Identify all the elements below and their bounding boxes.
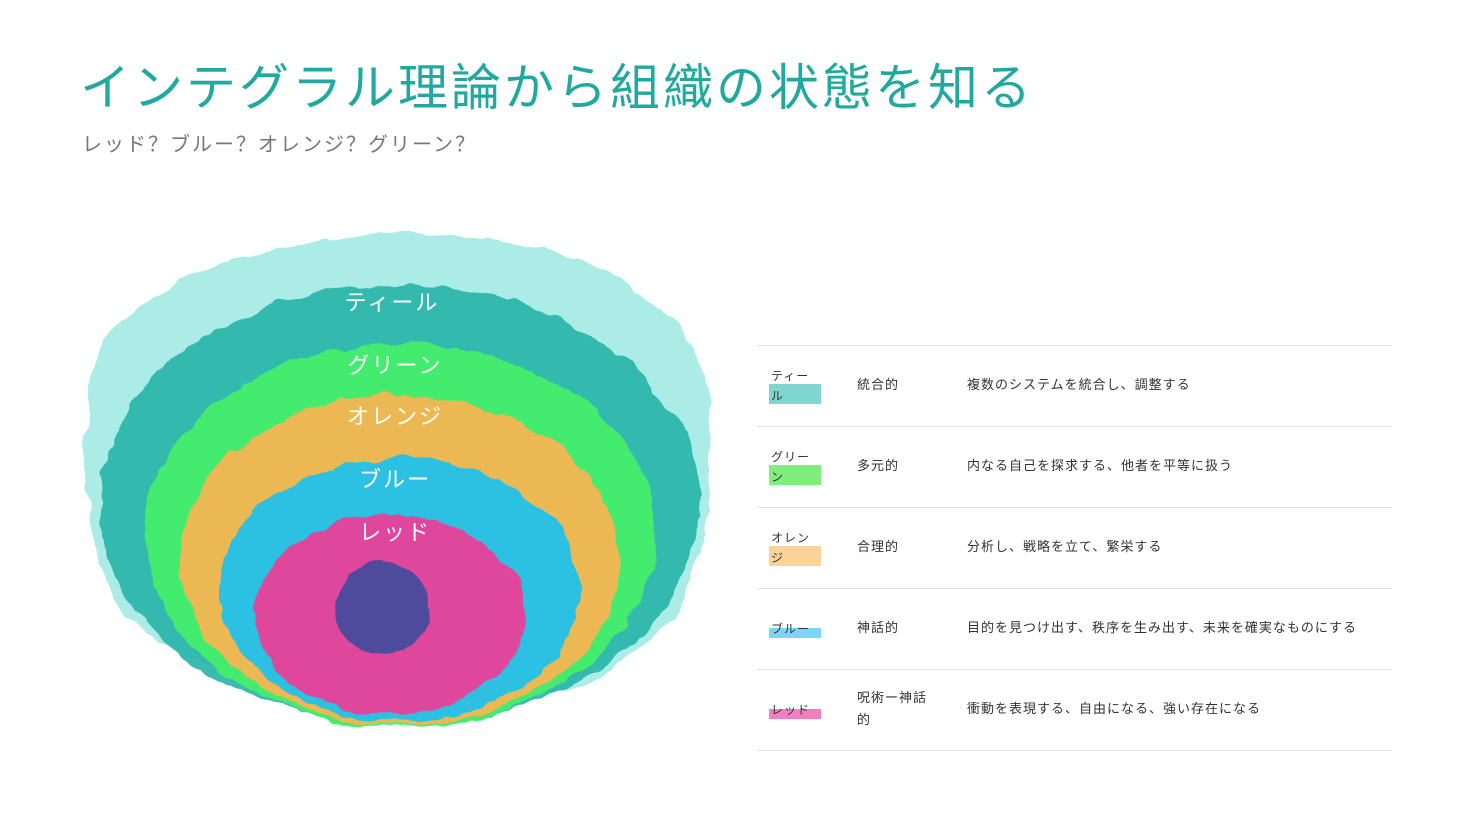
swatch-teal: ティール	[769, 366, 821, 406]
legend-row-green: グリーン 多元的 内なる自己を探求する、他者を平等に扱う	[757, 427, 1392, 508]
type-cell: 呪術ー神話的	[857, 691, 928, 728]
swatch-cell: グリーン	[769, 427, 829, 507]
description-cell: 複数のシステムを統合し、調整する	[967, 378, 1191, 393]
description-cell: 分析し、戦略を立て、繁栄する	[967, 540, 1163, 555]
type-cell: 多元的	[857, 459, 900, 474]
description-cell: 目的を見つけ出す、秩序を生み出す、未来を確実なものにする	[967, 621, 1358, 636]
swatch-red: レッド	[769, 700, 821, 720]
type-cell: 統合的	[857, 378, 900, 393]
swatch-orange: オレンジ	[769, 528, 821, 568]
ring-label-orange: オレンジ	[347, 405, 443, 430]
ring-label-green: グリーン	[348, 354, 443, 379]
swatch-green: グリーン	[769, 447, 821, 487]
page-title: インテグラル理論から組織の状態を知る	[80, 59, 1034, 117]
swatch-cell: オレンジ	[769, 508, 829, 588]
description-cell: 衝動を表現する、自由になる、強い存在になる	[967, 702, 1262, 717]
swatch-cell: ブルー	[769, 589, 829, 669]
legend-row-blue: ブルー 神話的 目的を見つけ出す、秩序を生み出す、未来を確実なものにする	[757, 589, 1392, 670]
diagram-svg: ティール グリーン オレンジ ブルー レッド	[84, 233, 711, 727]
spiral-dynamics-diagram: ティール グリーン オレンジ ブルー レッド	[70, 215, 730, 735]
legend-table: ティール 統合的 複数のシステムを統合し、調整する グリーン 多元的 内なる自己…	[757, 345, 1392, 751]
type-cell: 神話的	[857, 621, 900, 636]
ring-label-teal: ティール	[345, 291, 440, 316]
swatch-cell: ティール	[769, 346, 829, 426]
legend-row-teal: ティール 統合的 複数のシステムを統合し、調整する	[757, 346, 1392, 427]
swatch-cell: レッド	[769, 670, 829, 750]
ring-label-blue: ブルー	[359, 468, 431, 493]
page-subtitle: レッド？ブルー？オレンジ？グリーン？	[82, 132, 477, 156]
legend-row-orange: オレンジ 合理的 分析し、戦略を立て、繁栄する	[757, 508, 1392, 589]
type-cell: 合理的	[857, 540, 900, 555]
ring-label-red: レッド	[359, 521, 431, 546]
legend-row-red: レッド 呪術ー神話的 衝動を表現する、自由になる、強い存在になる	[757, 670, 1392, 751]
description-cell: 内なる自己を探求する、他者を平等に扱う	[967, 459, 1234, 474]
swatch-blue: ブルー	[769, 619, 821, 639]
core-circle	[334, 562, 430, 654]
